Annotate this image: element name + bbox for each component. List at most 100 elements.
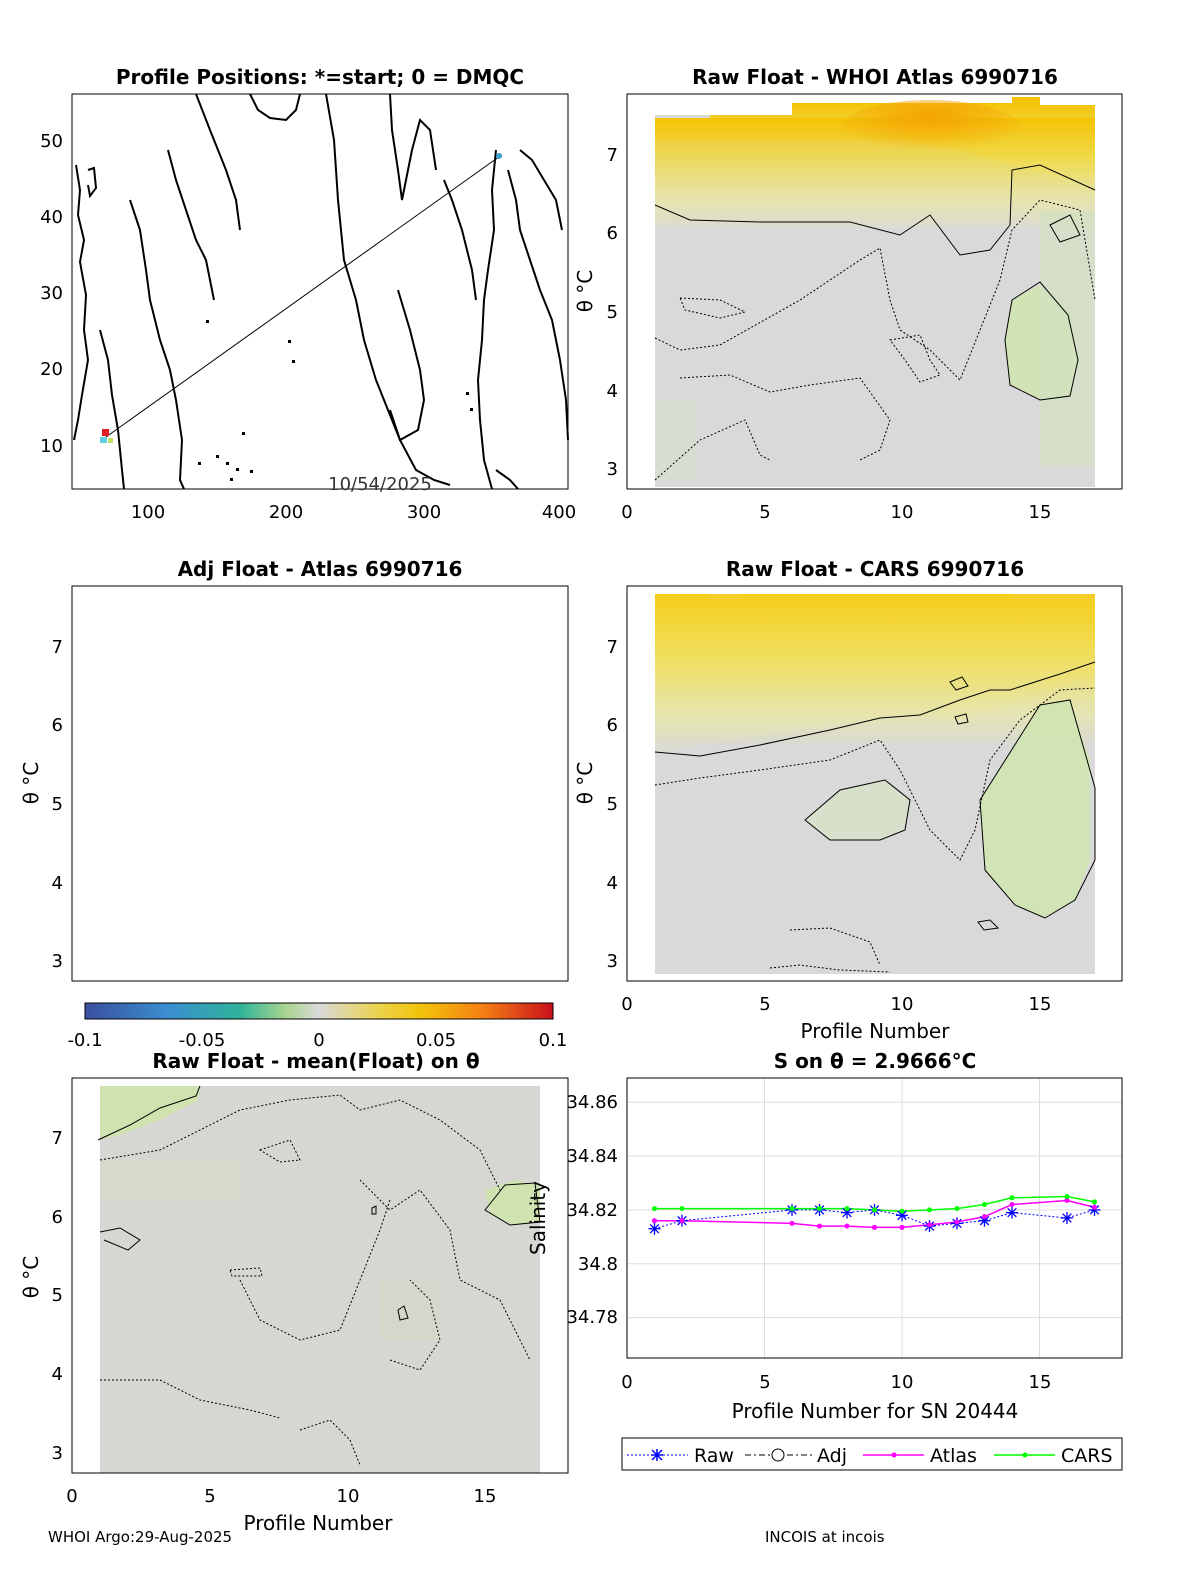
whoi-ytick-6: 6 <box>607 223 618 244</box>
salinity-ytick-3484: 34.84 <box>566 1146 618 1167</box>
salinity-cars-point <box>1064 1193 1070 1199</box>
adj-title: Adj Float - Atlas 6990716 <box>178 557 463 581</box>
whoi-ytick-3: 3 <box>607 459 618 480</box>
mean-title: Raw Float - mean(Float) on θ <box>152 1049 479 1073</box>
legend-atlas-dot-icon <box>891 1452 897 1458</box>
adj-ytick-3: 3 <box>52 951 63 972</box>
salinity-atlas-point <box>679 1218 685 1224</box>
colorbar-tick-m005: -0.05 <box>179 1030 226 1051</box>
whoi-title: Raw Float - WHOI Atlas 6990716 <box>692 65 1058 89</box>
colorbar-gradient <box>84 1002 554 1020</box>
mean-ytick-4: 4 <box>52 1364 63 1385</box>
salinity-cars-point <box>954 1206 960 1212</box>
mean-ytick-3: 3 <box>52 1443 63 1464</box>
map-panel: Profile Positions: *=start; 0 = DMQC <box>40 65 576 523</box>
mean-ytick-7: 7 <box>52 1128 63 1149</box>
legend-entry-atlas: Atlas <box>863 1445 977 1467</box>
salinity-raw-point <box>1006 1206 1018 1219</box>
salinity-cars-point <box>899 1208 905 1214</box>
salinity-xtick-0: 0 <box>621 1372 632 1393</box>
mean-heatmap <box>100 1086 540 1473</box>
legend-raw-label: Raw <box>694 1445 734 1467</box>
legend-entry-adj: Adj <box>745 1445 847 1467</box>
salinity-cars-point <box>1092 1199 1097 1205</box>
legend-atlas-label: Atlas <box>930 1445 977 1467</box>
colorbar-tick-005: 0.05 <box>416 1030 456 1051</box>
map-ytick-50: 50 <box>40 131 63 152</box>
mean-ytick-5: 5 <box>52 1285 63 1306</box>
cars-ytick-4: 4 <box>607 873 618 894</box>
map-yticks: 10 20 30 40 50 <box>40 131 63 457</box>
mean-xtick-15: 15 <box>474 1486 497 1507</box>
map-ytick-30: 30 <box>40 283 63 304</box>
cars-heatmap <box>655 594 1095 974</box>
salinity-cars-point <box>982 1202 987 1208</box>
salinity-raw-point <box>1061 1212 1073 1224</box>
salinity-ylabel: Salinity <box>526 1181 550 1255</box>
adj-ytick-4: 4 <box>52 873 63 894</box>
colorbar: -0.1 -0.05 0 0.05 0.1 <box>67 1002 567 1051</box>
salinity-plot-area <box>627 1078 1122 1358</box>
cars-contours <box>654 661 1096 973</box>
map-float-track <box>102 154 503 441</box>
salinity-atlas-point <box>927 1222 932 1228</box>
salinity-xtick-15: 15 <box>1029 1372 1052 1393</box>
colorbar-tick-0: 0 <box>313 1030 324 1051</box>
salinity-grid <box>627 1078 1122 1358</box>
mean-contours <box>97 1085 541 1466</box>
salinity-atlas-point <box>789 1220 795 1226</box>
whoi-ylabel: θ °C <box>573 270 597 313</box>
mean-xtick-5: 5 <box>204 1486 215 1507</box>
salinity-ytick-3482: 34.82 <box>566 1200 618 1221</box>
legend-entry-cars: CARS <box>994 1445 1113 1467</box>
salinity-cars-point <box>817 1206 822 1212</box>
cars-panel: Raw Float - CARS 6990716 0 5 10 15 <box>573 557 1123 1043</box>
adj-ylabel: θ °C <box>19 762 43 805</box>
mean-yticks: 3 4 5 6 7 <box>52 1128 63 1464</box>
salinity-ytick-3478: 34.78 <box>566 1307 618 1328</box>
salinity-cars-point <box>927 1207 932 1213</box>
whoi-heatmap <box>655 97 1095 487</box>
salinity-cars-point <box>844 1206 850 1212</box>
salinity-cars-point <box>652 1206 657 1212</box>
whoi-xtick-5: 5 <box>759 502 770 523</box>
salinity-cars-point <box>872 1207 877 1213</box>
whoi-xtick-10: 10 <box>891 502 914 523</box>
colorbar-tick-m010: -0.1 <box>67 1030 102 1051</box>
salinity-raw-point <box>978 1214 991 1227</box>
legend-box <box>621 1437 1123 1471</box>
salinity-title: S on θ = 2.9666°C <box>774 1049 977 1073</box>
adj-ytick-6: 6 <box>52 715 63 736</box>
salinity-atlas-point <box>1092 1204 1097 1210</box>
mean-ylabel: θ °C <box>19 1256 43 1299</box>
cars-ytick-5: 5 <box>607 794 618 815</box>
cars-xtick-10: 10 <box>891 994 914 1015</box>
whoi-xtick-0: 0 <box>621 502 632 523</box>
salinity-atlas-point <box>872 1224 877 1230</box>
salinity-frame <box>626 1077 1123 1359</box>
whoi-contours <box>654 164 1096 481</box>
cars-ytick-7: 7 <box>607 637 618 658</box>
salinity-atlas-point <box>844 1223 850 1229</box>
salinity-atlas-point <box>982 1214 987 1220</box>
mean-panel: Raw Float - mean(Float) on θ 0 <box>19 1049 569 1535</box>
salinity-atlas-point <box>954 1219 960 1225</box>
salinity-panel: S on θ = 2.9666°C 0 5 10 15 34.78 34.8 3… <box>526 1049 1123 1423</box>
salinity-atlas-point <box>652 1218 657 1224</box>
legend-adj-label: Adj <box>817 1445 847 1467</box>
cars-yticks: 3 4 5 6 7 <box>607 637 618 972</box>
salinity-atlas-point <box>1009 1202 1015 1208</box>
map-islands <box>198 320 473 481</box>
map-ytick-40: 40 <box>40 207 63 228</box>
map-start-markers <box>100 153 502 443</box>
legend-adj-circle-icon <box>771 1448 785 1462</box>
salinity-xtick-5: 5 <box>759 1372 770 1393</box>
cars-ytick-3: 3 <box>607 951 618 972</box>
map-plot-area <box>72 94 568 489</box>
adj-yticks: 3 4 5 6 7 <box>52 637 63 972</box>
salinity-raw-point <box>648 1222 661 1235</box>
whoi-ytick-5: 5 <box>607 302 618 323</box>
salinity-yticks: 34.78 34.8 34.82 34.84 34.86 <box>566 1092 618 1328</box>
cars-xticks: 0 5 10 15 <box>621 994 1051 1015</box>
